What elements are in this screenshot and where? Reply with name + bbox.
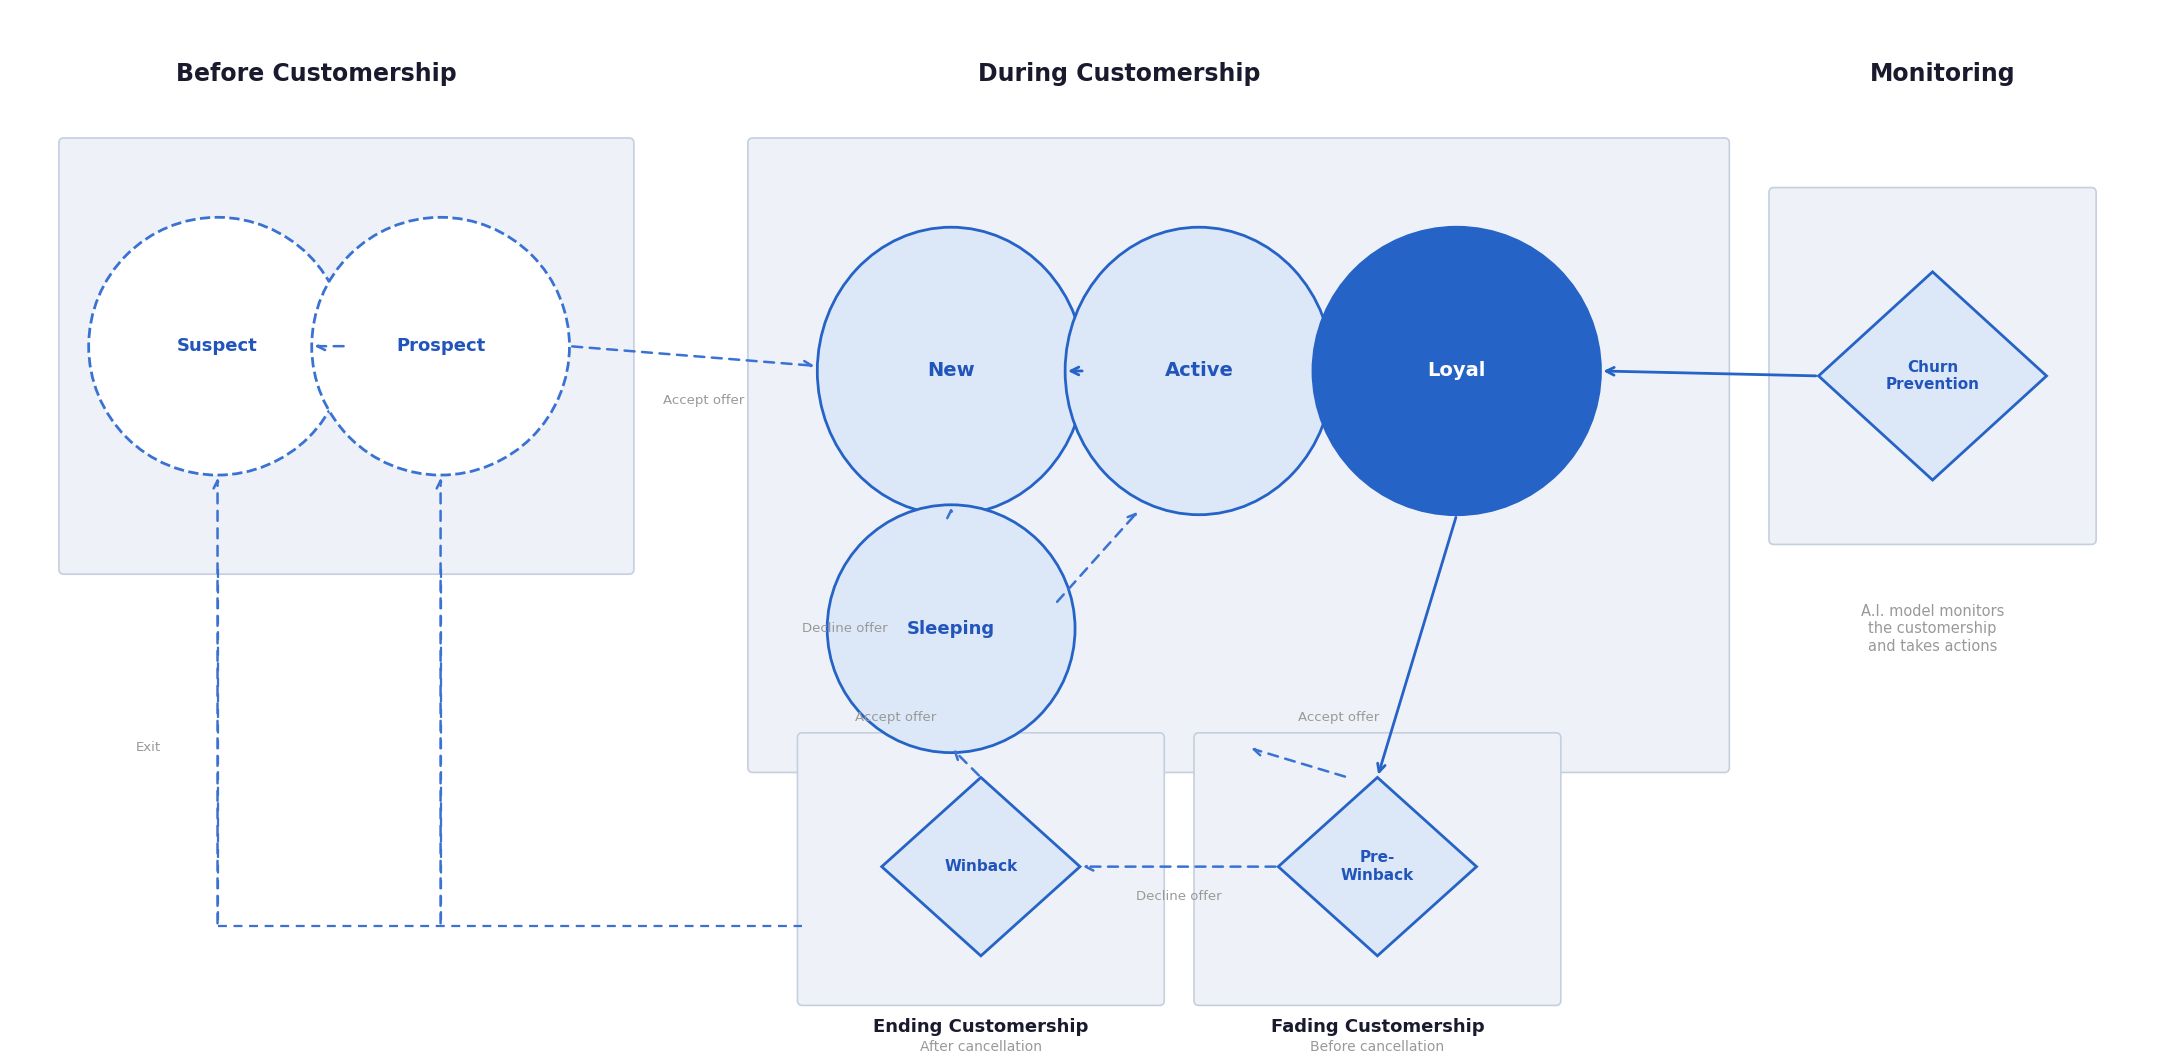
Text: Monitoring: Monitoring (1871, 61, 2015, 86)
Text: Accept offer: Accept offer (855, 711, 935, 724)
Text: A.I. model monitors
the customership
and takes actions: A.I. model monitors the customership and… (1862, 604, 2004, 654)
Text: Suspect: Suspect (177, 337, 257, 355)
Text: Sleeping: Sleeping (907, 620, 996, 638)
Text: Accept offer: Accept offer (663, 394, 743, 407)
Text: Loyal: Loyal (1428, 361, 1486, 381)
Ellipse shape (816, 227, 1084, 515)
Text: Winback: Winback (944, 860, 1017, 874)
Text: Exit: Exit (136, 741, 160, 754)
FancyBboxPatch shape (747, 138, 1730, 773)
Text: Before cancellation: Before cancellation (1311, 1040, 1445, 1054)
Polygon shape (1819, 271, 2046, 480)
Text: Accept offer: Accept offer (1298, 711, 1380, 724)
Text: Fading Customership: Fading Customership (1270, 1019, 1484, 1037)
Text: Pre-
Winback: Pre- Winback (1341, 850, 1415, 883)
Text: During Customership: During Customership (978, 61, 1261, 86)
FancyBboxPatch shape (1194, 732, 1562, 1006)
Text: Decline offer: Decline offer (801, 622, 888, 635)
Text: Churn
Prevention: Churn Prevention (1886, 359, 1979, 392)
Text: New: New (927, 361, 974, 381)
Polygon shape (1279, 777, 1477, 956)
Ellipse shape (89, 217, 346, 475)
Text: After cancellation: After cancellation (920, 1040, 1041, 1054)
Ellipse shape (1065, 227, 1333, 515)
Text: Active: Active (1164, 361, 1233, 381)
Text: Prospect: Prospect (395, 337, 486, 355)
Polygon shape (881, 777, 1080, 956)
Text: Decline offer: Decline offer (1136, 890, 1223, 903)
Ellipse shape (1313, 227, 1601, 515)
Ellipse shape (311, 217, 570, 475)
Text: Ending Customership: Ending Customership (873, 1019, 1089, 1037)
FancyBboxPatch shape (58, 138, 633, 575)
Text: Before Customership: Before Customership (177, 61, 458, 86)
FancyBboxPatch shape (797, 732, 1164, 1006)
Ellipse shape (827, 505, 1076, 753)
FancyBboxPatch shape (1769, 188, 2095, 545)
